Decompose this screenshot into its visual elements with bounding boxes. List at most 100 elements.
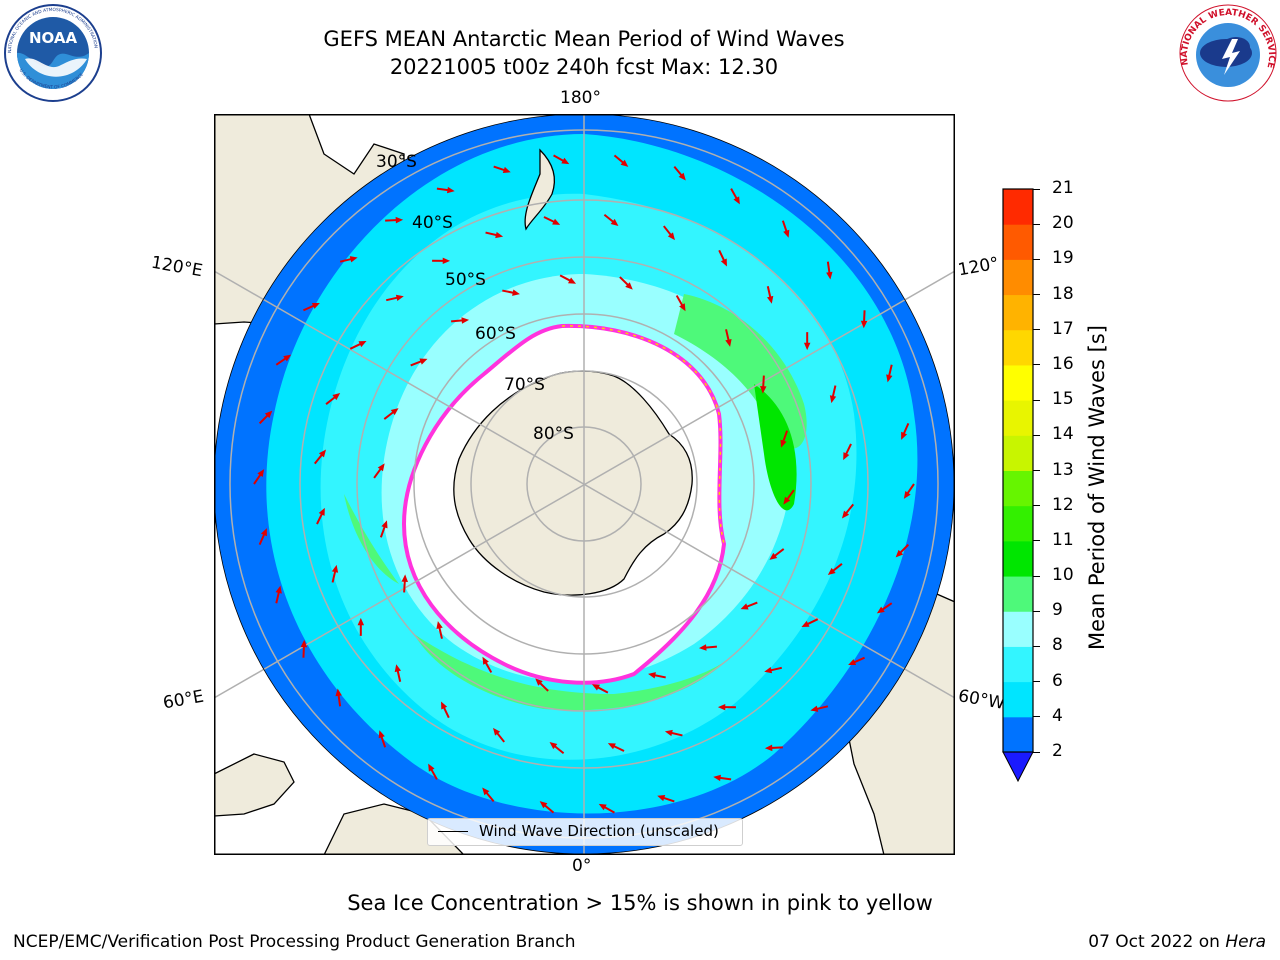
land-new-zealand	[524, 148, 555, 231]
wind-wave-arrow-head	[512, 289, 520, 296]
legend-line-swatch	[438, 831, 468, 832]
wind-wave-arrow-head	[264, 410, 273, 419]
wind-wave-arrow-head	[843, 452, 850, 461]
nws-logo: NATIONAL WEATHER SERVICE	[1179, 4, 1277, 102]
wind-wave-arrow-head	[549, 741, 558, 750]
colorbar-cell	[1003, 540, 1033, 577]
wind-wave-arrow-head	[803, 342, 811, 351]
wind-wave-arrow-head	[552, 218, 561, 225]
wind-wave-arrow-head	[283, 354, 292, 362]
wind-wave-arrow-head	[539, 801, 548, 809]
colorbar-tick-label: 18	[1052, 283, 1074, 304]
wind-wave-arrow-head	[335, 688, 342, 697]
colorbar-tick-mark	[1033, 540, 1040, 542]
lon-label-180: 180°	[560, 88, 601, 108]
wind-wave-arrow-head	[428, 763, 435, 772]
wind-wave-arrow-head	[502, 166, 511, 174]
wind-wave-arrow-head	[482, 787, 490, 796]
colorbar-cell	[1003, 646, 1033, 683]
wind-wave-arrow-head	[561, 157, 570, 165]
colorbar-tick-mark	[1033, 470, 1040, 471]
wind-wave-arrow-head	[901, 431, 908, 440]
wind-wave-arrow-head	[801, 620, 810, 627]
wind-wave-arrow-head	[764, 666, 773, 674]
colorbar-cell	[1003, 470, 1033, 507]
colorbar-cell	[1003, 189, 1033, 225]
colorbar-tick-mark	[1033, 610, 1040, 612]
colorbar-label: Mean Period of Wind Waves [s]	[1085, 325, 1109, 650]
footer-host: Hera	[1225, 932, 1266, 952]
colorbar-tick-label: 19	[1052, 248, 1074, 269]
wind-wave-arrow-head	[257, 469, 265, 478]
colorbar-tick-mark	[1033, 329, 1040, 331]
wind-wave-arrow-head	[841, 510, 850, 519]
colorbar-tick-label: 16	[1052, 353, 1074, 374]
lat-label-60s: 60°S	[475, 324, 516, 344]
colorbar-cell	[1003, 329, 1033, 366]
wind-wave-arrow-head	[377, 463, 385, 472]
colorbar-tick-mark	[1033, 751, 1040, 753]
wind-wave-arrow-head	[740, 603, 749, 610]
wind-wave-arrow-head	[461, 317, 470, 324]
wind-wave-arrow-head	[394, 664, 402, 673]
wind-wave-arrow-head	[903, 490, 911, 499]
land-antarctica	[453, 370, 693, 596]
colorbar-cell	[1003, 716, 1033, 753]
colorbar-cell	[1003, 576, 1033, 612]
lat-label-30s: 30°S	[376, 152, 417, 172]
wind-wave-arrow-head	[657, 794, 666, 802]
wind-wave-arrow-head	[876, 606, 885, 614]
wind-wave-arrow-head	[829, 395, 837, 404]
colorbar-tick-mark	[1033, 575, 1040, 577]
lat-label-70s: 70°S	[504, 375, 545, 395]
lat-label-50s: 50°S	[445, 270, 486, 290]
colorbar-tick-mark	[1033, 681, 1040, 683]
wind-wave-arrow-head	[725, 338, 732, 347]
colorbar-cell	[1003, 259, 1033, 296]
wind-wave-arrow-head	[826, 271, 833, 280]
wind-wave-arrow-head	[783, 229, 790, 238]
wind-wave-arrow-head	[378, 730, 385, 739]
map-legend: Wind Wave Direction (unscaled)	[427, 818, 743, 846]
wind-wave-arrow-head	[331, 564, 339, 573]
colorbar-tick-label: 12	[1052, 494, 1074, 515]
wind-wave-arrow-head	[720, 258, 727, 267]
colorbar-extend-min	[1002, 751, 1034, 783]
wind-wave-arrow-head	[318, 449, 327, 458]
lon-label-120w: 120°	[956, 253, 1001, 281]
noaa-logo-text: NOAA	[29, 29, 78, 47]
colorbar-tick-label: 15	[1052, 389, 1074, 410]
lat-label-40s: 40°S	[412, 213, 453, 233]
wind-wave-arrow-head	[620, 159, 629, 167]
ocean-band-10-11	[754, 384, 797, 511]
map-frame	[214, 114, 955, 855]
wind-wave-arrow-head	[300, 639, 308, 648]
wind-wave-arrow-head	[447, 186, 455, 194]
wind-wave-arrows	[253, 154, 915, 814]
colorbar-cell	[1003, 505, 1033, 542]
colorbar-tick-mark	[1033, 645, 1040, 647]
wind-wave-arrow-head	[783, 496, 791, 505]
colorbar-tick-label: 4	[1052, 705, 1063, 726]
wind-wave-arrow-head	[495, 231, 504, 239]
ocean-band-9-10-south	[414, 634, 734, 711]
wind-wave-arrow-head	[678, 172, 686, 181]
colorbar-cell	[1003, 364, 1033, 401]
colorbar-tick-label: 9	[1052, 600, 1063, 621]
wind-wave-arrow-head	[717, 703, 726, 711]
wind-wave-arrow-head	[895, 549, 904, 558]
footer-date: 07 Oct 2022 on Hera	[1088, 932, 1266, 952]
wind-wave-arrow-head	[535, 678, 543, 686]
sea-ice-low-concentration	[561, 325, 725, 545]
wind-wave-arrow-head	[679, 303, 686, 312]
wind-wave-arrow-head	[810, 705, 819, 712]
wind-wave-arrow-head	[698, 644, 707, 651]
wind-wave-arrow-head	[591, 684, 600, 691]
colorbar-tick-mark	[1033, 716, 1040, 718]
colorbar-tick-label: 17	[1052, 318, 1074, 339]
wind-wave-arrow-head	[357, 617, 365, 626]
wind-wave-arrow-head	[610, 218, 619, 227]
wind-wave-arrow-head	[764, 744, 773, 752]
graticule	[214, 114, 955, 855]
colorbar-tick-label: 21	[1052, 178, 1074, 198]
